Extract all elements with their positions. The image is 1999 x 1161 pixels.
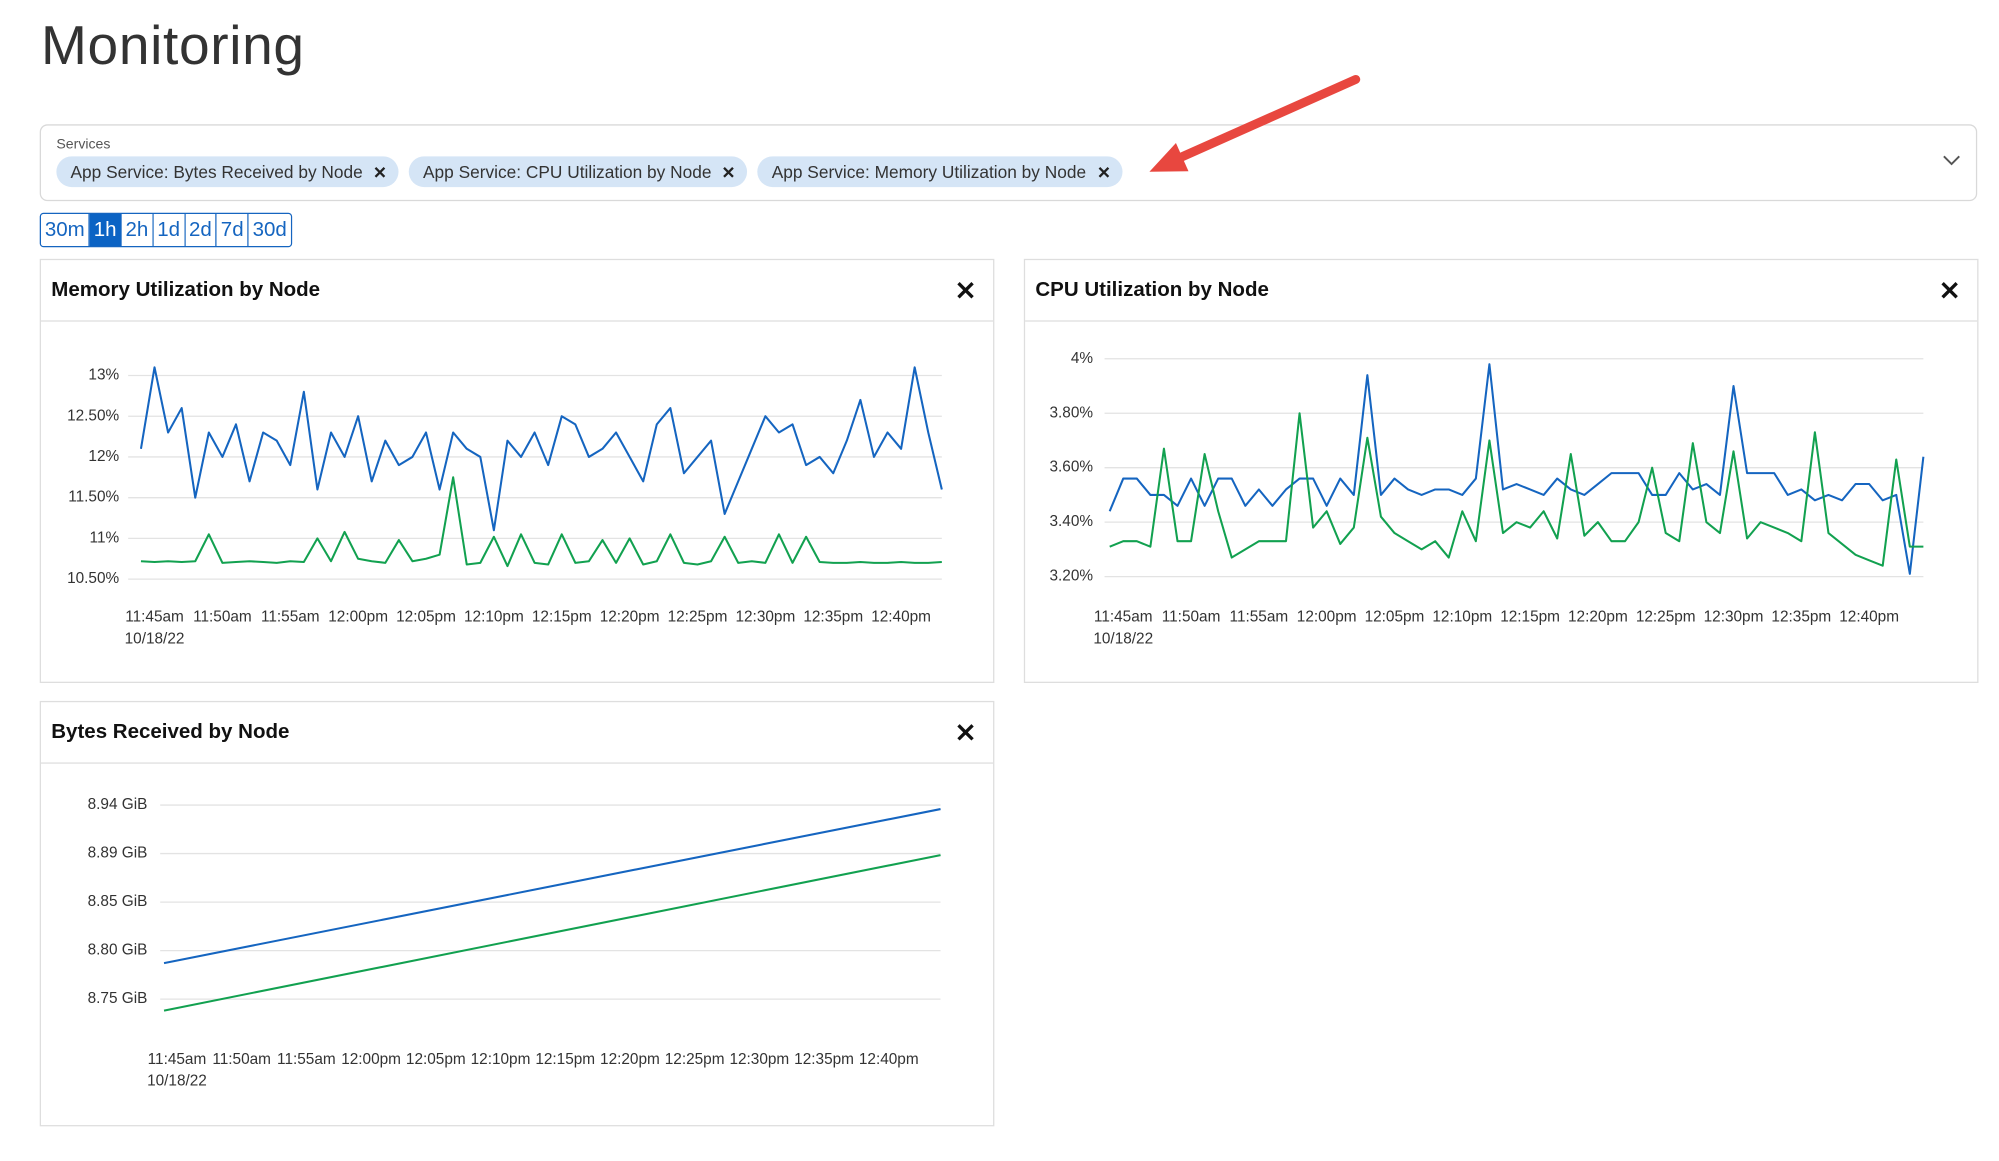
- chip-remove[interactable]: [723, 166, 735, 178]
- dropdown-chevron[interactable]: [1943, 155, 1961, 167]
- close-button[interactable]: [957, 282, 974, 299]
- time-range-button[interactable]: 30d: [248, 213, 291, 247]
- page-title: Monitoring: [41, 15, 305, 77]
- service-chip[interactable]: App Service: Memory Utilization by Node: [757, 156, 1122, 188]
- chart-panel: CPU Utilization by Node: [1023, 258, 1979, 683]
- chip-remove[interactable]: [374, 166, 386, 178]
- time-range-button[interactable]: 2d: [185, 213, 217, 247]
- chart-panel: Bytes Received by Node: [39, 700, 995, 1127]
- services-label: Services: [56, 137, 111, 153]
- panel-title: Memory Utilization by Node: [51, 279, 321, 302]
- panel-title: Bytes Received by Node: [51, 721, 290, 744]
- time-range-button[interactable]: 2h: [121, 213, 154, 247]
- chip-remove[interactable]: [1098, 166, 1110, 178]
- chip-text: App Service: Bytes Received by Node: [70, 162, 363, 182]
- panel-title: CPU Utilization by Node: [1035, 279, 1269, 302]
- chart-panel: Memory Utilization by Node: [39, 258, 995, 683]
- panel-header: CPU Utilization by Node: [1025, 260, 1978, 322]
- services-select[interactable]: Services App Service: Bytes Received by …: [39, 124, 1978, 202]
- chip-text: App Service: Memory Utilization by Node: [771, 162, 1087, 182]
- panel-header: Memory Utilization by Node: [41, 260, 994, 322]
- service-chip[interactable]: App Service: Bytes Received by Node: [56, 156, 399, 188]
- chip-list: App Service: Bytes Received by Node App …: [56, 156, 1122, 188]
- chip-text: App Service: CPU Utilization by Node: [423, 162, 712, 182]
- time-range-button[interactable]: 30m: [41, 213, 90, 247]
- time-range-button[interactable]: 7d: [216, 213, 249, 247]
- close-button[interactable]: [957, 724, 974, 741]
- service-chip[interactable]: App Service: CPU Utilization by Node: [408, 156, 748, 188]
- time-range-button[interactable]: 1d: [153, 213, 186, 247]
- time-range-group: 30m 1h 2h 1d 2d 7d 30d: [39, 212, 292, 248]
- time-range-button[interactable]: 1h: [89, 213, 122, 247]
- panel-header: Bytes Received by Node: [41, 702, 994, 764]
- close-button[interactable]: [1941, 282, 1958, 299]
